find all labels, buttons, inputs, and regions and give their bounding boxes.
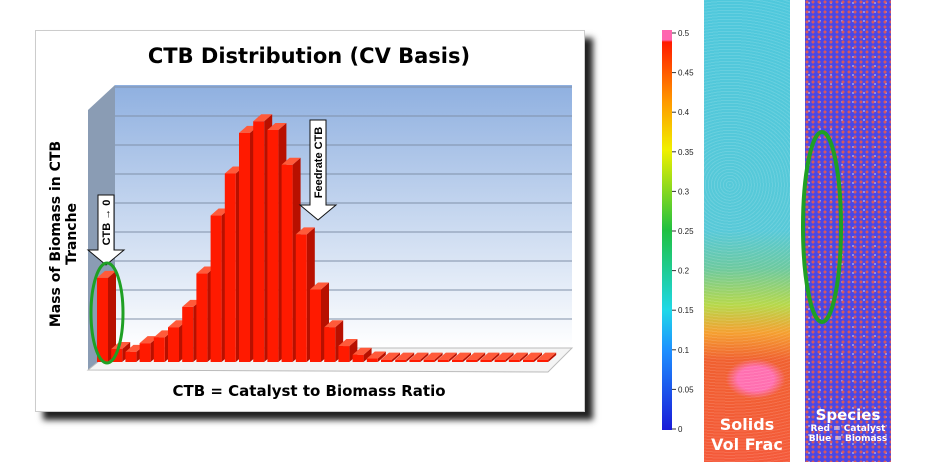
bar: [395, 352, 415, 362]
chart-title: CTB Distribution (CV Basis): [147, 44, 471, 68]
x-axis-label: CTB = Catalyst to Biomass Ratio: [172, 382, 446, 400]
colorbar-tick-label: 0.1: [678, 346, 690, 355]
solids-label-2: Vol Frac: [711, 435, 783, 454]
colorbar-tick-label: 0: [678, 425, 683, 434]
bar: [494, 352, 514, 362]
colorbar-tick-label: 0.4: [678, 108, 690, 117]
solids-label-1: Solids: [719, 415, 775, 434]
bar: [466, 352, 486, 362]
annotation-arrow: CTB → 0: [86, 194, 126, 266]
species-label: Species: [815, 406, 881, 424]
annotation-label: Feedrate CTB: [313, 127, 325, 199]
colorbar-tick-label: 0.2: [678, 267, 690, 276]
colorbar-tick-label: 0.25: [678, 227, 694, 236]
colorbar: [662, 30, 672, 430]
bar: [537, 352, 557, 362]
species-blue-legend: Blue = Biomass: [808, 434, 888, 444]
colorbar-tick-label: 0.3: [678, 187, 690, 196]
colorbar-tick-label: 0.05: [678, 385, 694, 394]
annotation-arrow: Feedrate CTB: [298, 119, 338, 221]
colorbar-tick-label: 0.35: [678, 148, 694, 157]
colorbar-tick-label: 0.15: [678, 306, 694, 315]
bar: [409, 352, 429, 362]
bar: [523, 352, 542, 362]
colorbar-tick-label: 0.45: [678, 69, 694, 78]
bar: [423, 352, 443, 362]
bar: [452, 352, 471, 362]
bar: [97, 270, 116, 362]
bar: [508, 352, 528, 362]
bar: [437, 352, 457, 362]
ctb-zero-highlight-ellipse: [89, 261, 125, 365]
bar: [352, 347, 372, 362]
annotation-label: CTB → 0: [101, 200, 113, 246]
bar: [480, 352, 500, 362]
colorbar-tick-label: 0.5: [678, 29, 690, 38]
species-red-legend: Red = Catalyst: [810, 424, 886, 434]
species-panel: Species Red = Catalyst Blue = Biomass: [805, 0, 891, 462]
bar: [381, 352, 400, 362]
bar: [366, 351, 386, 362]
solids-vol-frac-panel: Solids Vol Frac: [704, 0, 790, 462]
